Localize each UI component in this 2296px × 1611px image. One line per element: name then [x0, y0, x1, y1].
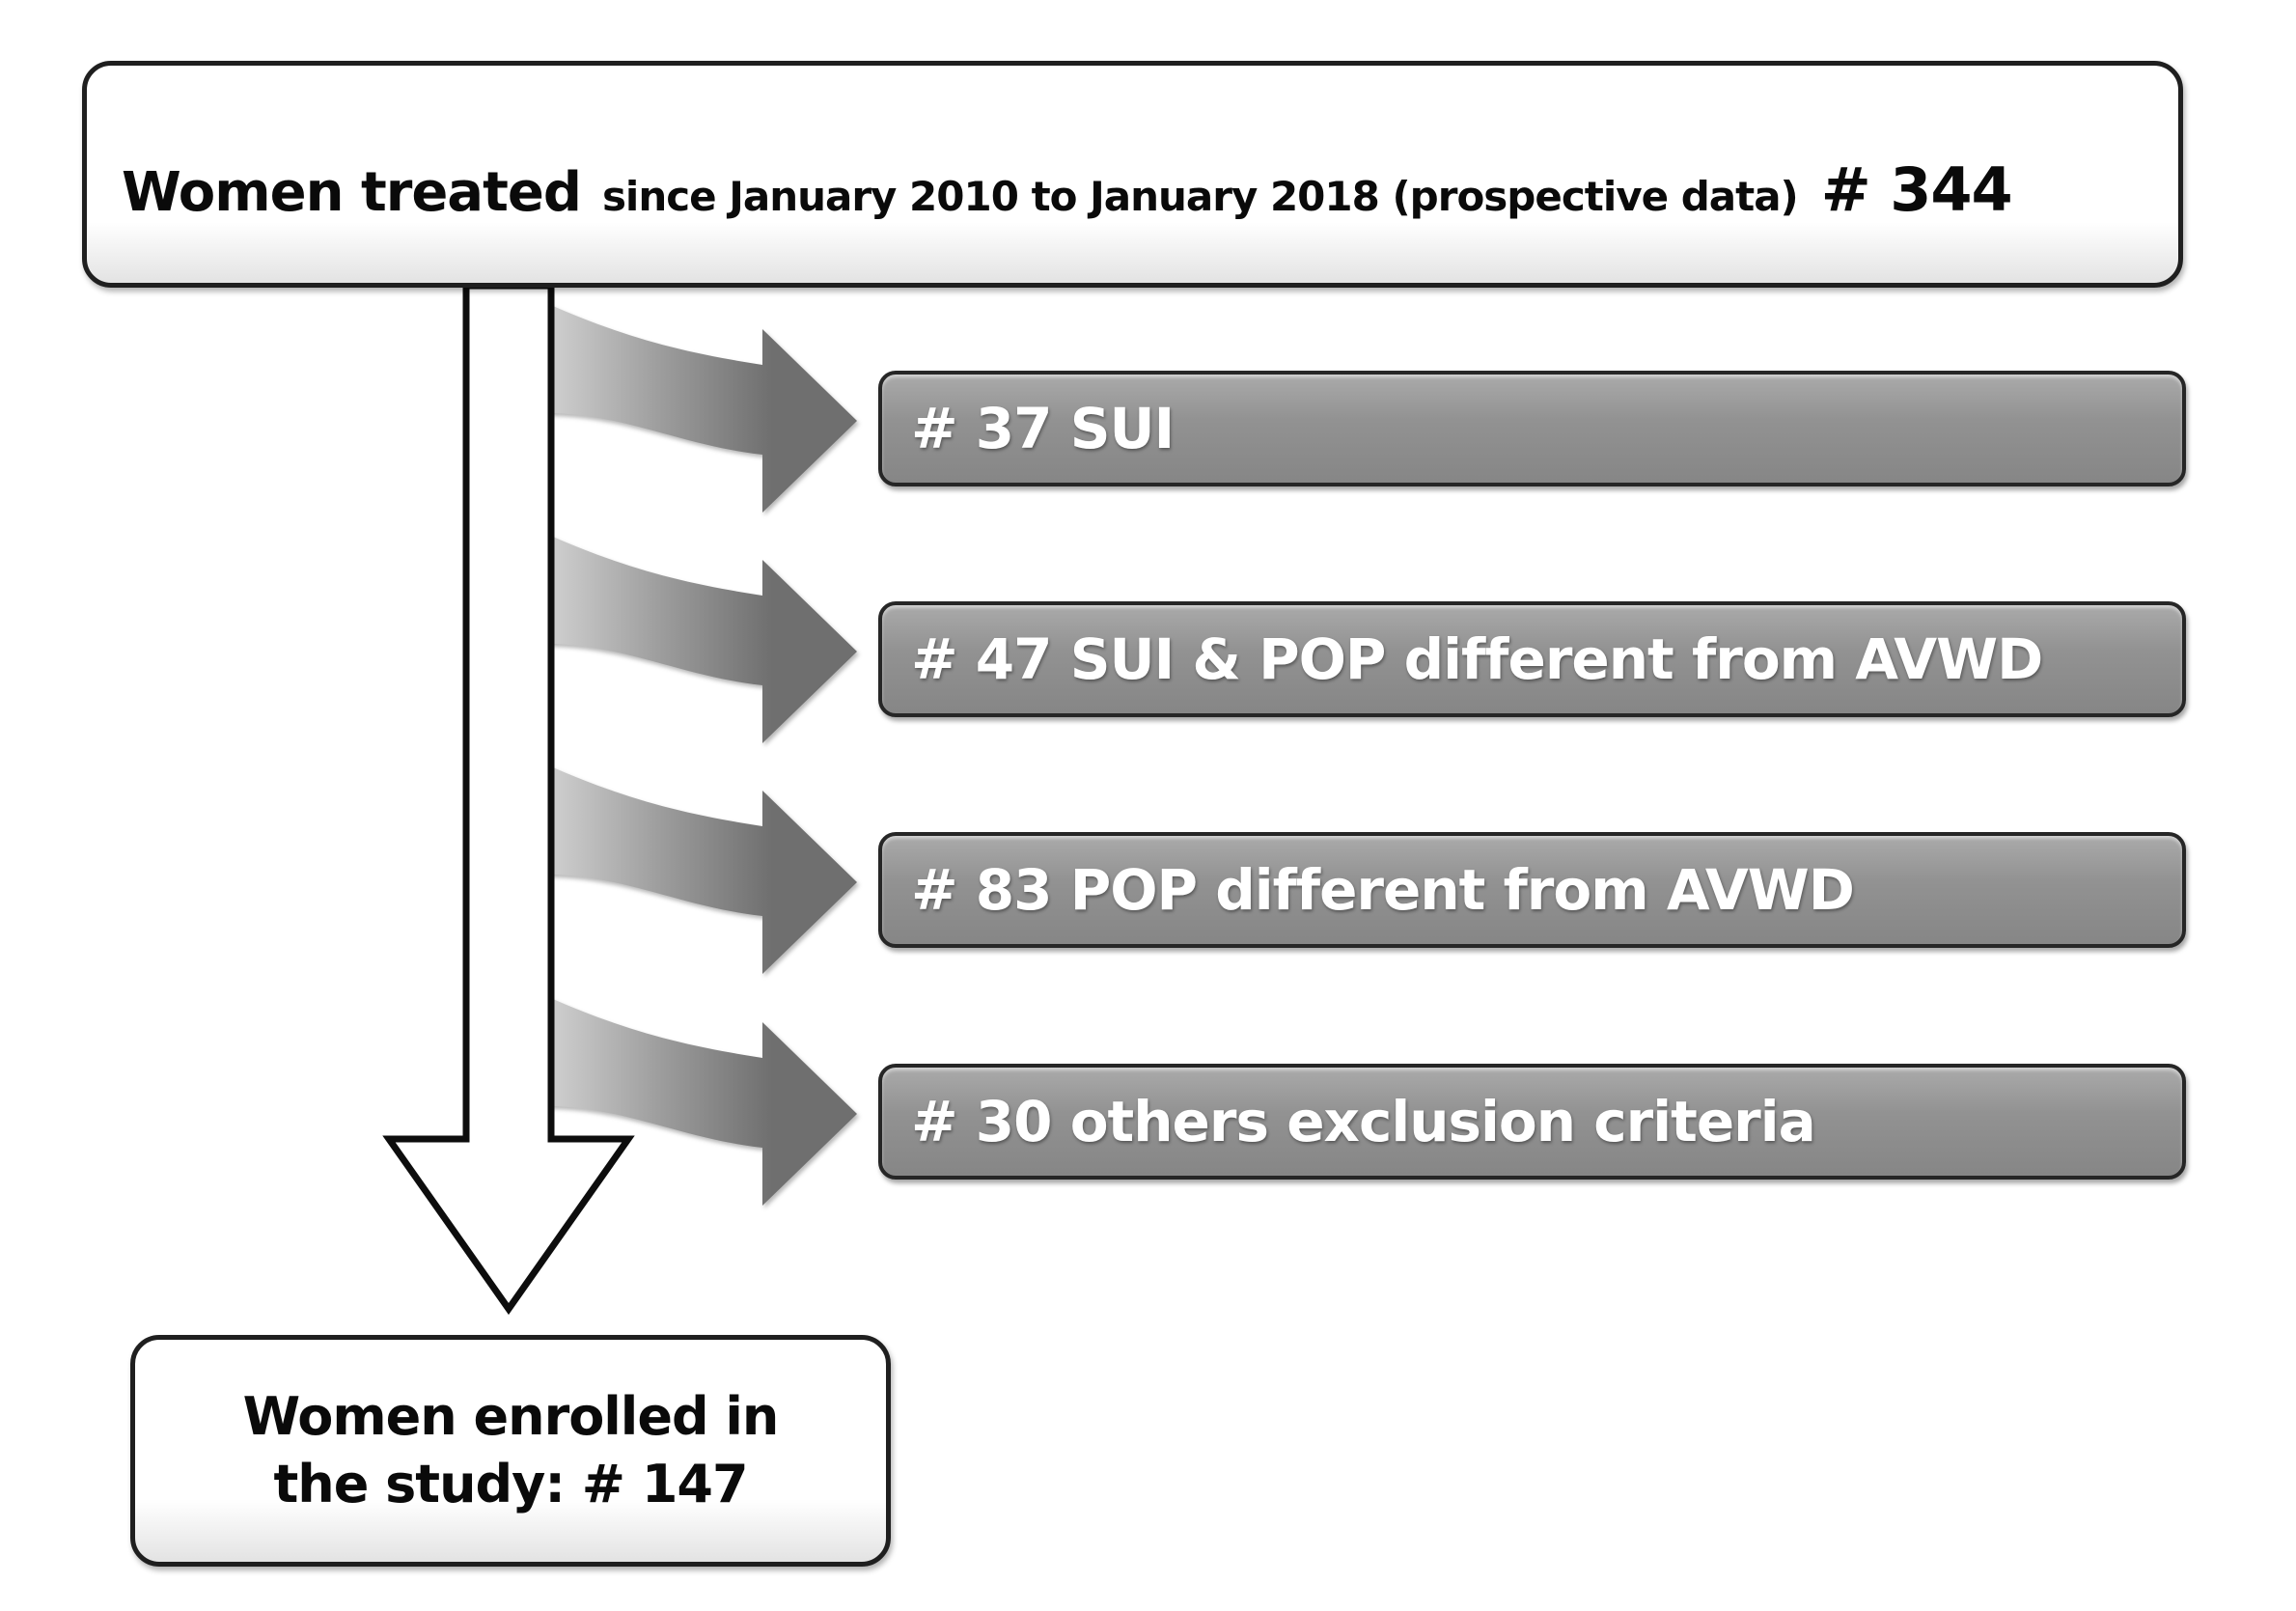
exclusion-label: # 37 SUI — [911, 396, 1175, 461]
source-box: Women treated since January 2010 to Janu… — [82, 61, 2183, 288]
curved-arrow-icon — [529, 295, 857, 513]
exclusion-label: # 47 SUI & POP different from AVWD — [911, 626, 2043, 692]
curved-arrow-icon — [529, 988, 857, 1206]
exclusion-box-sui-pop: # 47 SUI & POP different from AVWD — [878, 601, 2186, 717]
exclusion-box-sui: # 37 SUI — [878, 371, 2186, 486]
source-box-title: Women treated — [122, 161, 582, 224]
result-box-line1: Women enrolled in — [242, 1385, 780, 1447]
exclusion-box-pop: # 83 POP different from AVWD — [878, 832, 2186, 948]
exclusion-label: # 83 POP different from AVWD — [911, 857, 1855, 923]
exclusion-label: # 30 others exclusion criteria — [911, 1089, 1816, 1154]
curved-arrow-icon — [529, 757, 857, 974]
exclusion-box-others: # 30 others exclusion criteria — [878, 1064, 2186, 1180]
result-box-line2: the study: # 147 — [273, 1454, 748, 1514]
source-box-count: # 344 — [1820, 154, 2013, 225]
curved-arrow-icon — [529, 526, 857, 743]
source-box-subtitle: since January 2010 to January 2018 (pros… — [601, 173, 1799, 220]
down-arrow-icon — [382, 282, 635, 1316]
result-box: Women enrolled in the study: # 147 — [130, 1335, 891, 1567]
